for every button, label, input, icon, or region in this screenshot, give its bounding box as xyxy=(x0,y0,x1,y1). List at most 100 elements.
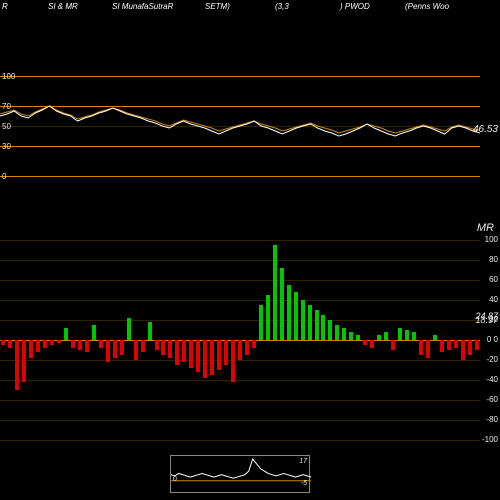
bar xyxy=(231,340,235,382)
bar xyxy=(92,325,96,340)
header-labels: R SI & MR SI MunafaSutraR SETM) (3,3 ) P… xyxy=(0,2,500,16)
bar xyxy=(238,340,242,360)
bar xyxy=(287,285,291,340)
bar xyxy=(419,340,423,355)
bar xyxy=(294,292,298,340)
bar xyxy=(134,340,138,360)
chart-title: MR xyxy=(477,222,494,234)
bar xyxy=(266,295,270,340)
header-label: SI & MR xyxy=(48,2,78,11)
bar xyxy=(1,340,5,345)
header-label: (Penns Woo xyxy=(405,2,449,11)
bar xyxy=(447,340,451,350)
bar xyxy=(280,268,284,340)
bar xyxy=(155,340,159,350)
bar xyxy=(224,340,228,365)
bar xyxy=(29,340,33,358)
bar xyxy=(384,332,388,340)
bar xyxy=(315,310,319,340)
bar xyxy=(308,305,312,340)
bar xyxy=(113,340,117,358)
bar xyxy=(15,340,19,390)
header-label: SI MunafaSutraR xyxy=(112,2,173,11)
gridline xyxy=(0,176,480,177)
axis-label: -100 xyxy=(482,435,498,444)
header-label: ) PWOD xyxy=(340,2,370,11)
bar xyxy=(36,340,40,352)
bar xyxy=(301,300,305,340)
bar xyxy=(168,340,172,358)
axis-label: 100 xyxy=(485,235,498,244)
bar xyxy=(203,340,207,378)
bar xyxy=(99,340,103,348)
top-panel: 100705030046.53 xyxy=(0,76,480,176)
bar xyxy=(50,340,54,345)
bar xyxy=(377,335,381,340)
bar xyxy=(196,340,200,372)
mini-label: 0 xyxy=(173,476,177,483)
axis-label: 0 0 xyxy=(487,335,498,344)
header-label: (3,3 xyxy=(275,2,289,11)
header-label: R xyxy=(2,2,8,11)
bar xyxy=(64,328,68,340)
axis-label: 80 xyxy=(489,255,498,264)
bar xyxy=(57,340,61,343)
bar xyxy=(85,340,89,352)
bar xyxy=(120,340,124,355)
bar xyxy=(426,340,430,358)
bar xyxy=(349,332,353,340)
gridline xyxy=(0,440,480,441)
bar xyxy=(182,340,186,362)
bar xyxy=(412,332,416,340)
bar xyxy=(148,322,152,340)
bar xyxy=(217,340,221,370)
mini-line-chart xyxy=(171,456,311,494)
bar xyxy=(189,340,193,368)
bar xyxy=(454,340,458,348)
bar xyxy=(106,340,110,362)
bottom-panel: MR100806040200 0-20-40-60-80-10024.8718.… xyxy=(0,240,480,440)
bar xyxy=(391,340,395,350)
bar xyxy=(475,340,479,350)
bar xyxy=(259,305,263,340)
axis-label: 60 xyxy=(489,275,498,284)
line-chart xyxy=(0,76,480,176)
axis-label: -60 xyxy=(486,395,498,404)
bar xyxy=(78,340,82,350)
bar xyxy=(252,340,256,348)
axis-label: -40 xyxy=(486,375,498,384)
bar xyxy=(43,340,47,348)
axis-label: 40 xyxy=(489,295,498,304)
bar xyxy=(342,328,346,340)
bar xyxy=(245,340,249,355)
bar-container xyxy=(0,240,480,440)
bar xyxy=(22,340,26,382)
bar xyxy=(398,328,402,340)
bar xyxy=(461,340,465,360)
mini-chart: 0 17 -5 xyxy=(170,455,310,493)
value-label: 18.97 xyxy=(475,315,498,325)
mini-label: -5 xyxy=(301,480,307,487)
value-label: 46.53 xyxy=(473,124,498,135)
bar xyxy=(273,245,277,340)
bar xyxy=(127,318,131,340)
bar xyxy=(370,340,374,348)
bar xyxy=(8,340,12,348)
bar xyxy=(468,340,472,355)
bar xyxy=(433,335,437,340)
bar xyxy=(321,315,325,340)
bar xyxy=(405,330,409,340)
bar xyxy=(328,320,332,340)
bar xyxy=(71,340,75,348)
bar xyxy=(210,340,214,375)
bar xyxy=(175,340,179,365)
bar xyxy=(440,340,444,352)
bar xyxy=(363,340,367,345)
bar xyxy=(356,335,360,340)
bar xyxy=(161,340,165,355)
axis-label: -80 xyxy=(486,415,498,424)
header-label: SETM) xyxy=(205,2,230,11)
mini-label: 17 xyxy=(299,458,307,465)
bar xyxy=(335,325,339,340)
axis-label: -20 xyxy=(486,355,498,364)
